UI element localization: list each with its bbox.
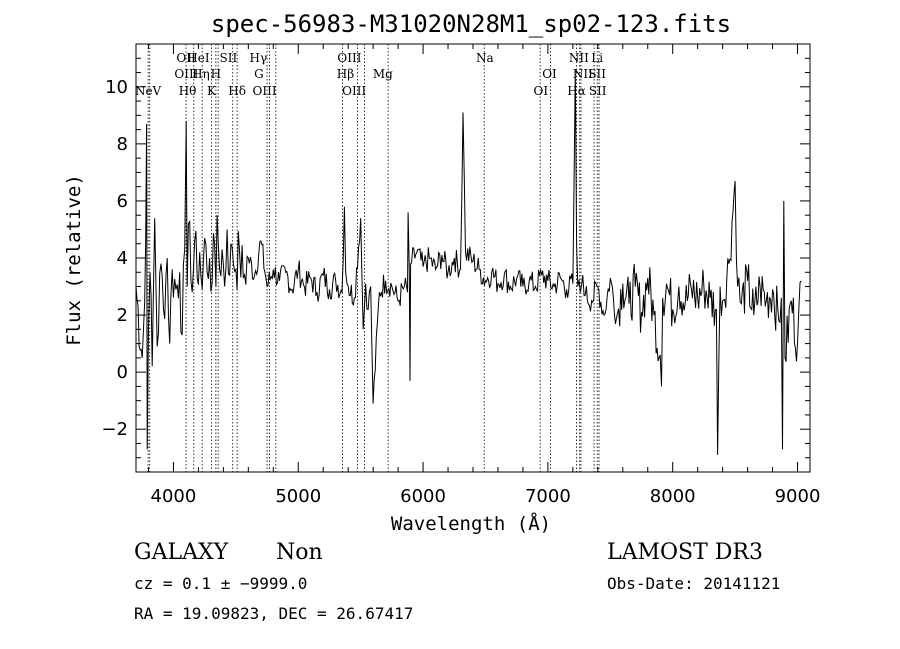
y-axis-ticks: −2 0 2 4 6 8 10: [101, 57, 810, 459]
chart-title: spec-56983-M31020N28M1_sp02-123.fits: [211, 10, 731, 38]
survey-label: LAMOST DR3: [607, 540, 763, 565]
marker-label-15: OIII: [342, 84, 366, 98]
marker-label-5: Hη: [192, 67, 210, 81]
spectrum-line: [135, 69, 802, 455]
marker-label-8: SII: [220, 51, 238, 65]
marker-label-18: OI: [542, 67, 557, 81]
y-axis-label: Flux (relative): [63, 174, 85, 346]
marker-label-12: OIII: [253, 84, 277, 98]
spectral-line-markers: [147, 44, 600, 472]
marker-label-19: OI: [533, 84, 548, 98]
marker-label-6: K: [207, 84, 217, 98]
x-tick-label: 9000: [775, 486, 821, 507]
redshift-readout: cz = 0.1 ± −9999.0: [134, 574, 307, 593]
subclass-label: Non: [276, 540, 323, 565]
marker-label-3: Hθ: [179, 84, 197, 98]
marker-label-13: OIII: [337, 51, 361, 65]
marker-label-16: Mg: [373, 67, 393, 81]
y-tick-label: 0: [117, 362, 128, 383]
marker-label-7: H: [211, 67, 221, 81]
spectrum-series: [135, 69, 802, 455]
marker-label-25: SII: [589, 84, 607, 98]
x-tick-label: 8000: [650, 486, 696, 507]
marker-label-11: G: [254, 67, 264, 81]
obs-date-readout: Obs-Date: 20141121: [607, 574, 780, 593]
marker-label-22: Hα: [567, 84, 586, 98]
y-tick-label: 8: [117, 134, 128, 155]
y-tick-label: 4: [117, 248, 128, 269]
x-axis-ticks: 4000 5000 6000 7000 8000 9000: [147, 44, 821, 507]
marker-label-14: Hβ: [337, 67, 354, 81]
y-tick-label: 10: [105, 77, 128, 98]
marker-label-24: SII: [588, 67, 606, 81]
marker-label-23: Li: [591, 51, 603, 65]
y-tick-label: 2: [117, 305, 128, 326]
x-tick-label: 6000: [400, 486, 446, 507]
coordinates-readout: RA = 19.09823, DEC = 26.67417: [134, 604, 413, 623]
spectral-line-labels: NeV OII OIII Hθ HeI Hη KH SII Hδ Hγ G OIII OIII Hβ OII…: [135, 51, 607, 98]
marker-label-10: Hγ: [249, 51, 267, 65]
x-tick-label: 5000: [275, 486, 321, 507]
marker-label-20: NII: [569, 51, 589, 65]
marker-label-9: Hδ: [228, 84, 246, 98]
x-tick-label: 7000: [525, 486, 571, 507]
marker-label-17: Na: [476, 51, 494, 65]
marker-label-2: OIII: [174, 67, 198, 81]
x-axis-label: Wavelength (Å): [391, 512, 551, 535]
marker-label-1: OII: [176, 51, 196, 65]
marker-label-4: HeI: [187, 51, 210, 65]
classification-label: GALAXY: [134, 540, 229, 565]
marker-label-21: NII: [573, 67, 593, 81]
y-tick-label: 6: [117, 191, 128, 212]
y-tick-label: −2: [101, 419, 128, 440]
x-tick-label: 4000: [151, 486, 197, 507]
marker-label-0: NeV: [135, 84, 162, 98]
